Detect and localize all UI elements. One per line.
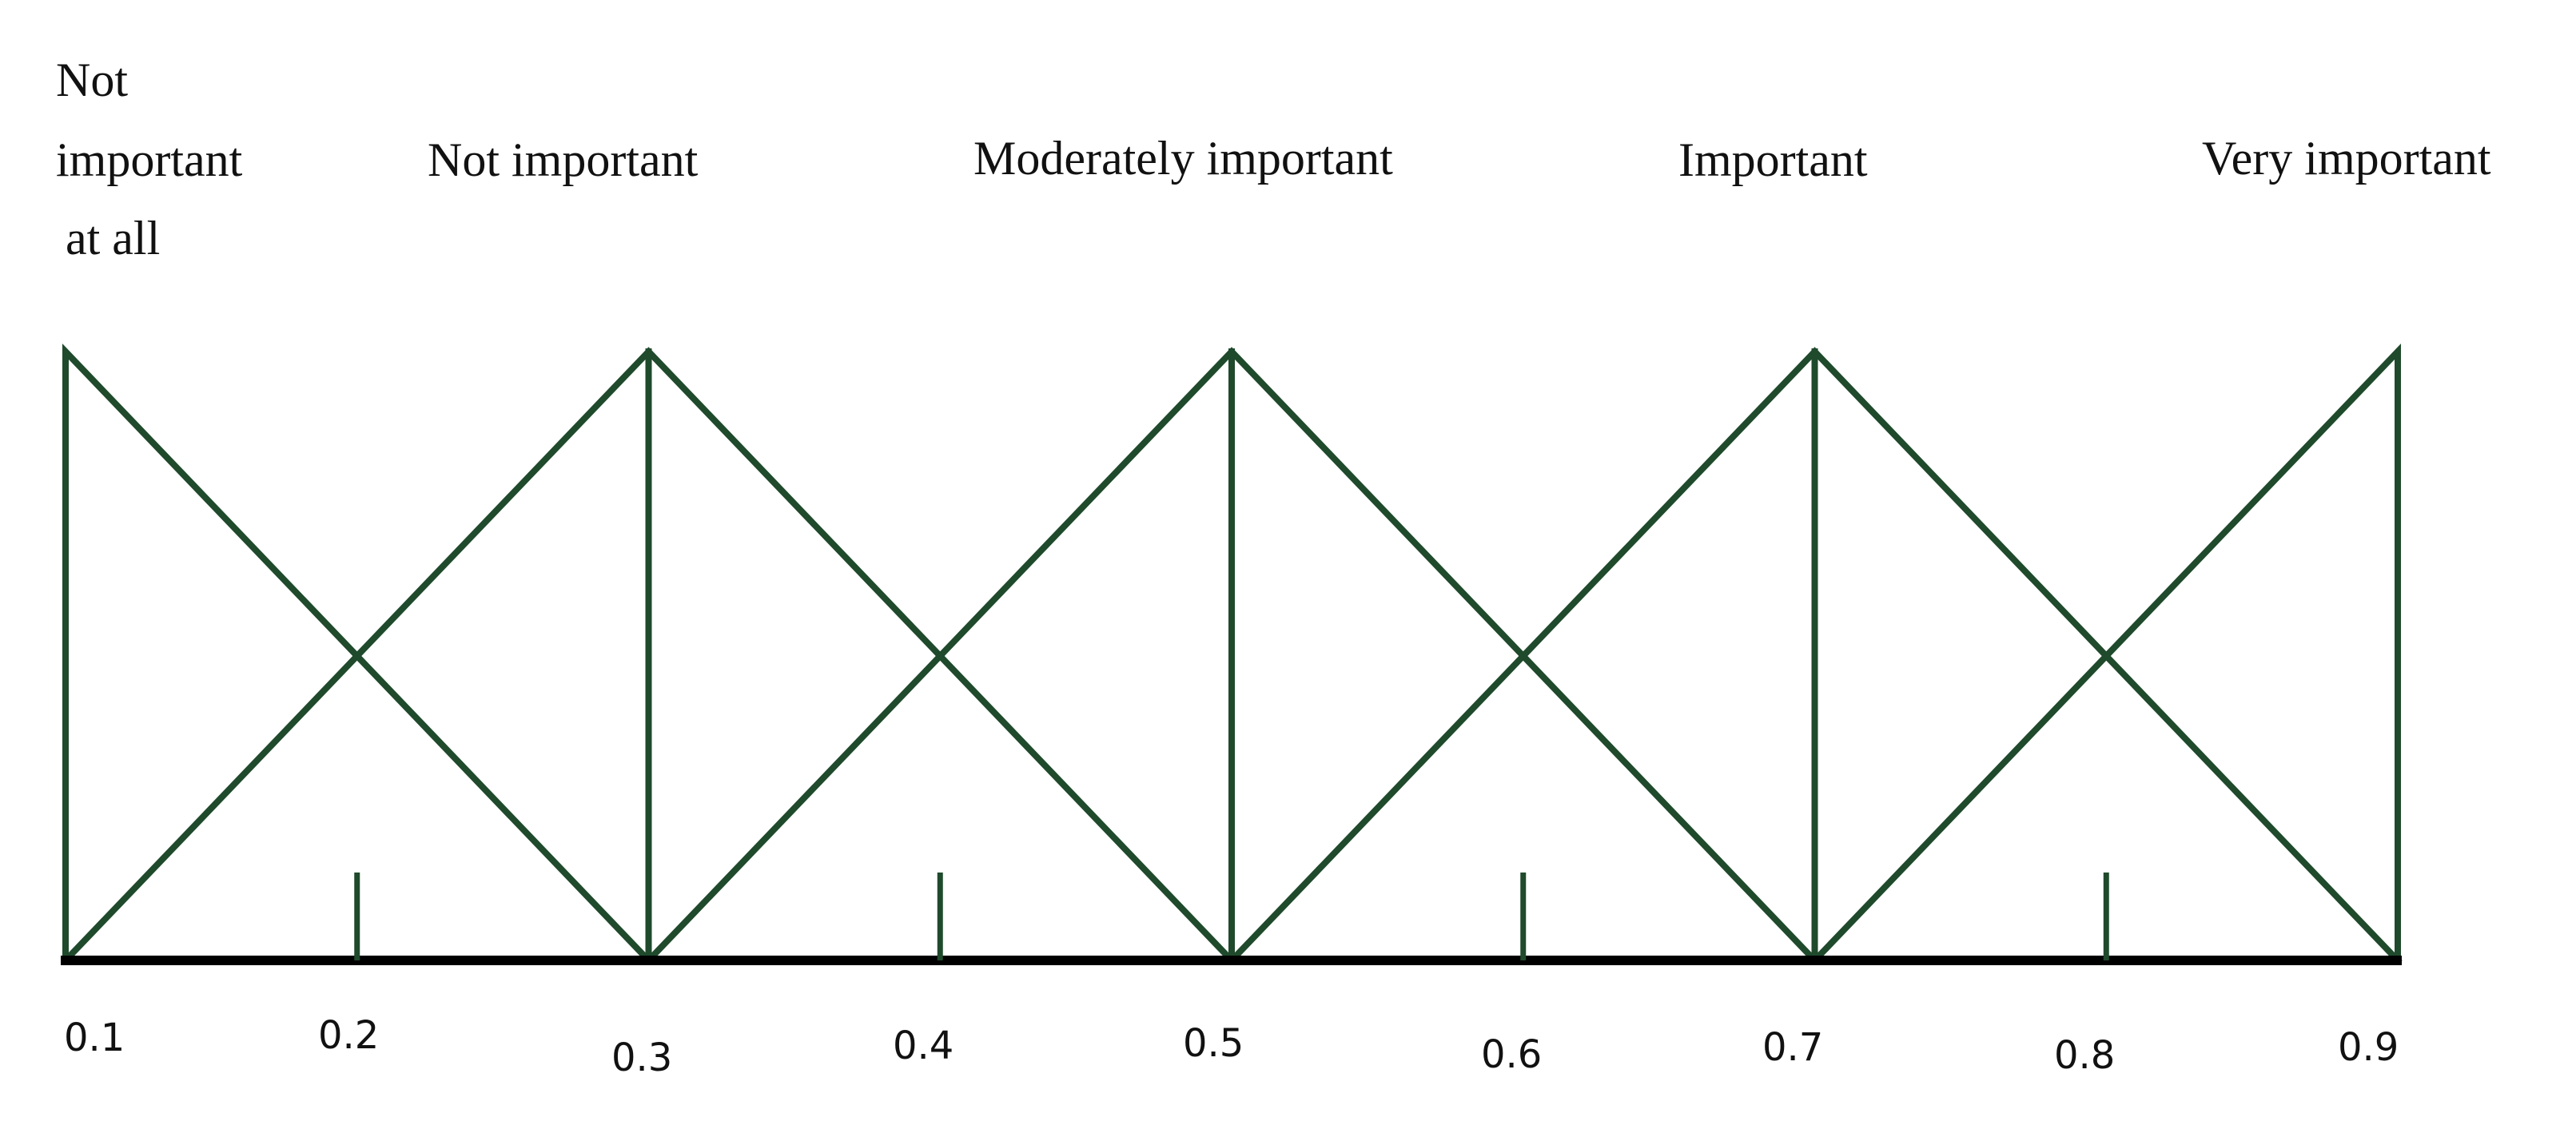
minor-ticks (354, 873, 2109, 960)
tick-label-0.3: 0.3 (611, 1036, 672, 1080)
tick-label-0.2: 0.2 (318, 1013, 379, 1058)
label-not-important-at-all-line3: at all (66, 212, 160, 264)
membership-functions (61, 344, 2403, 965)
tick-label-0.8: 0.8 (2054, 1033, 2115, 1078)
tick-labels: 0.1 0.2 0.3 0.4 0.5 0.6 0.7 0.8 0.9 (64, 1013, 2399, 1080)
label-not-important: Not important (428, 133, 699, 186)
tick-label-0.6: 0.6 (1481, 1032, 1542, 1077)
membership-series-1 (62, 344, 654, 965)
membership-series-5 (1810, 344, 2401, 965)
tick-label-0.7: 0.7 (1762, 1025, 1823, 1070)
tick-label-0.1: 0.1 (64, 1016, 125, 1060)
label-moderately-important: Moderately important (973, 132, 1393, 185)
tick-label-0.4: 0.4 (893, 1024, 954, 1068)
label-very-important: Very important (2202, 132, 2491, 185)
term-labels: Not important at all Not important Moder… (56, 54, 2491, 264)
label-not-important-at-all-line2: important (56, 133, 243, 186)
label-not-important-at-all-line1: Not (56, 54, 128, 106)
tick-label-0.5: 0.5 (1183, 1021, 1244, 1066)
tick-label-0.9: 0.9 (2338, 1025, 2399, 1070)
label-important: Important (1678, 133, 1868, 186)
